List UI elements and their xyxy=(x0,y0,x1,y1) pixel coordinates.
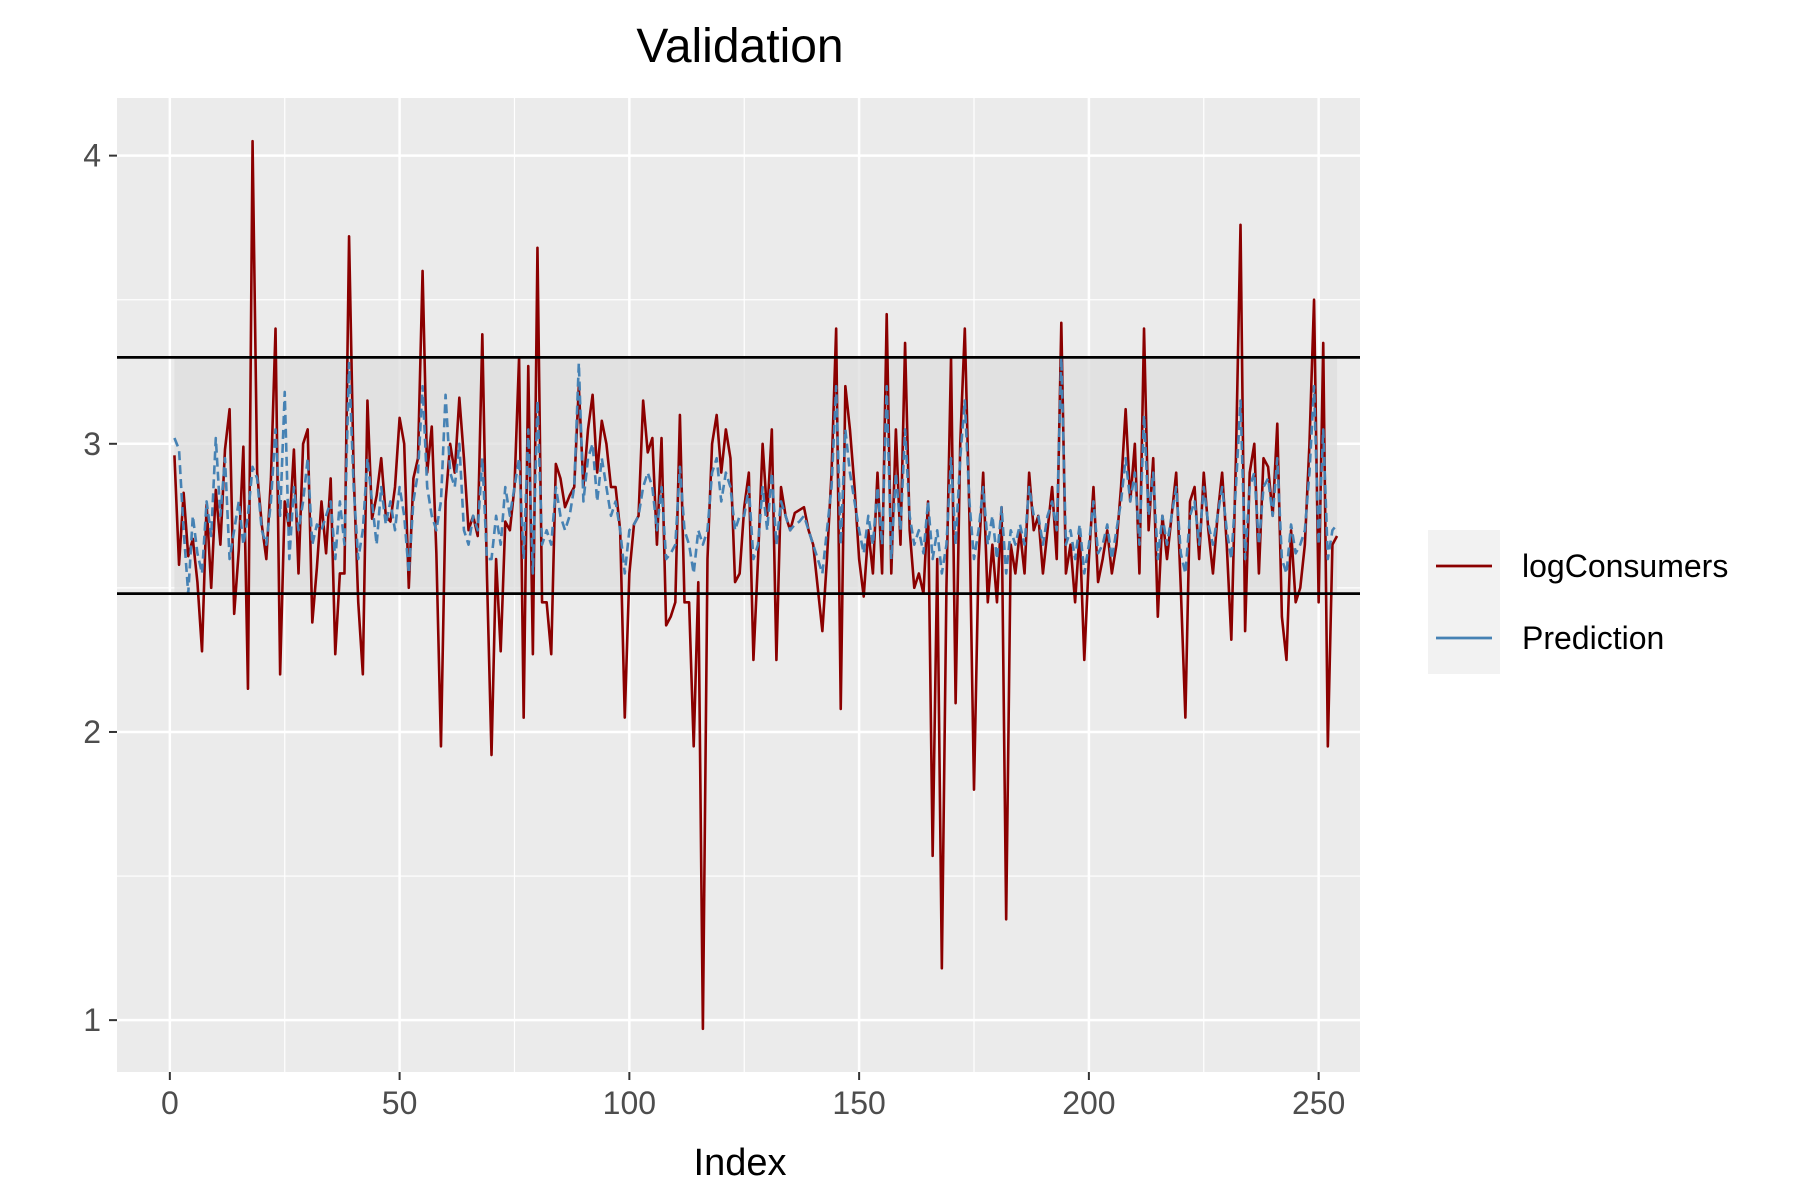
y-tick-label: 1 xyxy=(83,1002,101,1038)
legend-label-prediction: Prediction xyxy=(1522,620,1664,656)
x-tick-label: 0 xyxy=(161,1085,179,1121)
chart-title: Validation xyxy=(636,20,843,73)
x-tick-label: 50 xyxy=(382,1085,418,1121)
y-tick-label: 2 xyxy=(83,714,101,750)
x-tick-label: 100 xyxy=(603,1085,656,1121)
legend: logConsumers Prediction xyxy=(1428,530,1728,674)
plot-panel xyxy=(117,98,1360,1072)
y-tick-label: 4 xyxy=(83,138,101,174)
series-line-prediction xyxy=(173,356,1339,595)
x-axis-title: Index xyxy=(694,1142,787,1184)
series-line-logconsumers xyxy=(173,139,1339,1031)
x-tick-label: 150 xyxy=(832,1085,885,1121)
x-tick-label: 200 xyxy=(1062,1085,1115,1121)
legend-key-background xyxy=(1428,530,1500,674)
y-tick-label: 3 xyxy=(83,426,101,462)
axes: 0 50 100 150 200 250 1 2 3 4 xyxy=(83,138,1345,1121)
x-tick-label: 250 xyxy=(1292,1085,1345,1121)
legend-label-logconsumers: logConsumers xyxy=(1522,548,1728,584)
